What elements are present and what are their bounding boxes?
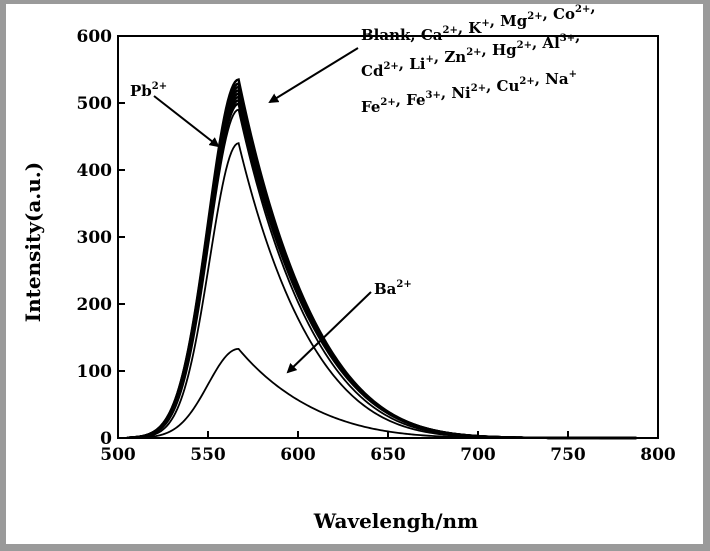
y-axis-title: Intensity(a.u.) xyxy=(21,162,45,322)
annotation-group-line-1: Blank, Ca2+, K+, Mg2+, Co2+, xyxy=(361,4,596,44)
annotation-group-line-3: Fe2+, Fe3+, Ni2+, Cu2+, Na+ xyxy=(361,69,577,116)
arrow-group xyxy=(268,47,359,104)
y-tick-label: 400 xyxy=(77,161,113,181)
x-tick-label: 500 xyxy=(100,445,136,465)
y-tick-label: 0 xyxy=(100,429,112,449)
spectrum-curves xyxy=(126,77,637,440)
annotation-ba: Ba2+ xyxy=(374,279,412,298)
y-tick-label: 300 xyxy=(77,228,113,248)
tick-marks xyxy=(117,35,659,439)
tick-labels: 500 550 600 650 700 750 800 0 100 200 300 400 500 600 xyxy=(77,27,676,465)
x-tick-label: 800 xyxy=(640,445,676,465)
spectrum-chart: 500 550 600 650 700 750 800 0 100 200 300 400 500 600… xyxy=(21,4,676,533)
annotation-pb: Pb2+ xyxy=(130,81,167,100)
spectrum-line-7 xyxy=(126,102,637,440)
x-axis-title: Wavelengh/nm xyxy=(313,509,478,533)
x-tick-label: 700 xyxy=(460,445,496,465)
annotation-group-line-2: Cd2+, Li+, Zn2+, Hg2+, Al3+, xyxy=(361,27,580,80)
x-tick-label: 550 xyxy=(190,445,226,465)
y-tick-label: 200 xyxy=(77,295,113,315)
x-tick-label: 750 xyxy=(550,445,586,465)
x-tick-label: 600 xyxy=(280,445,316,465)
spectrum-line-8 xyxy=(126,108,637,439)
x-tick-label: 650 xyxy=(370,445,406,465)
y-tick-label: 500 xyxy=(77,94,113,114)
arrow-ba xyxy=(286,291,372,374)
y-tick-label: 600 xyxy=(77,27,113,47)
spectrum-line-10 xyxy=(126,347,637,439)
y-tick-label: 100 xyxy=(77,362,113,382)
arrow-pb xyxy=(153,95,220,148)
annotations: Blank, Ca2+, K+, Mg2+, Co2+,Cd2+, Li+, Z… xyxy=(130,4,596,374)
chart-frame: 500 550 600 650 700 750 800 0 100 200 300 400 500 600… xyxy=(6,4,703,544)
